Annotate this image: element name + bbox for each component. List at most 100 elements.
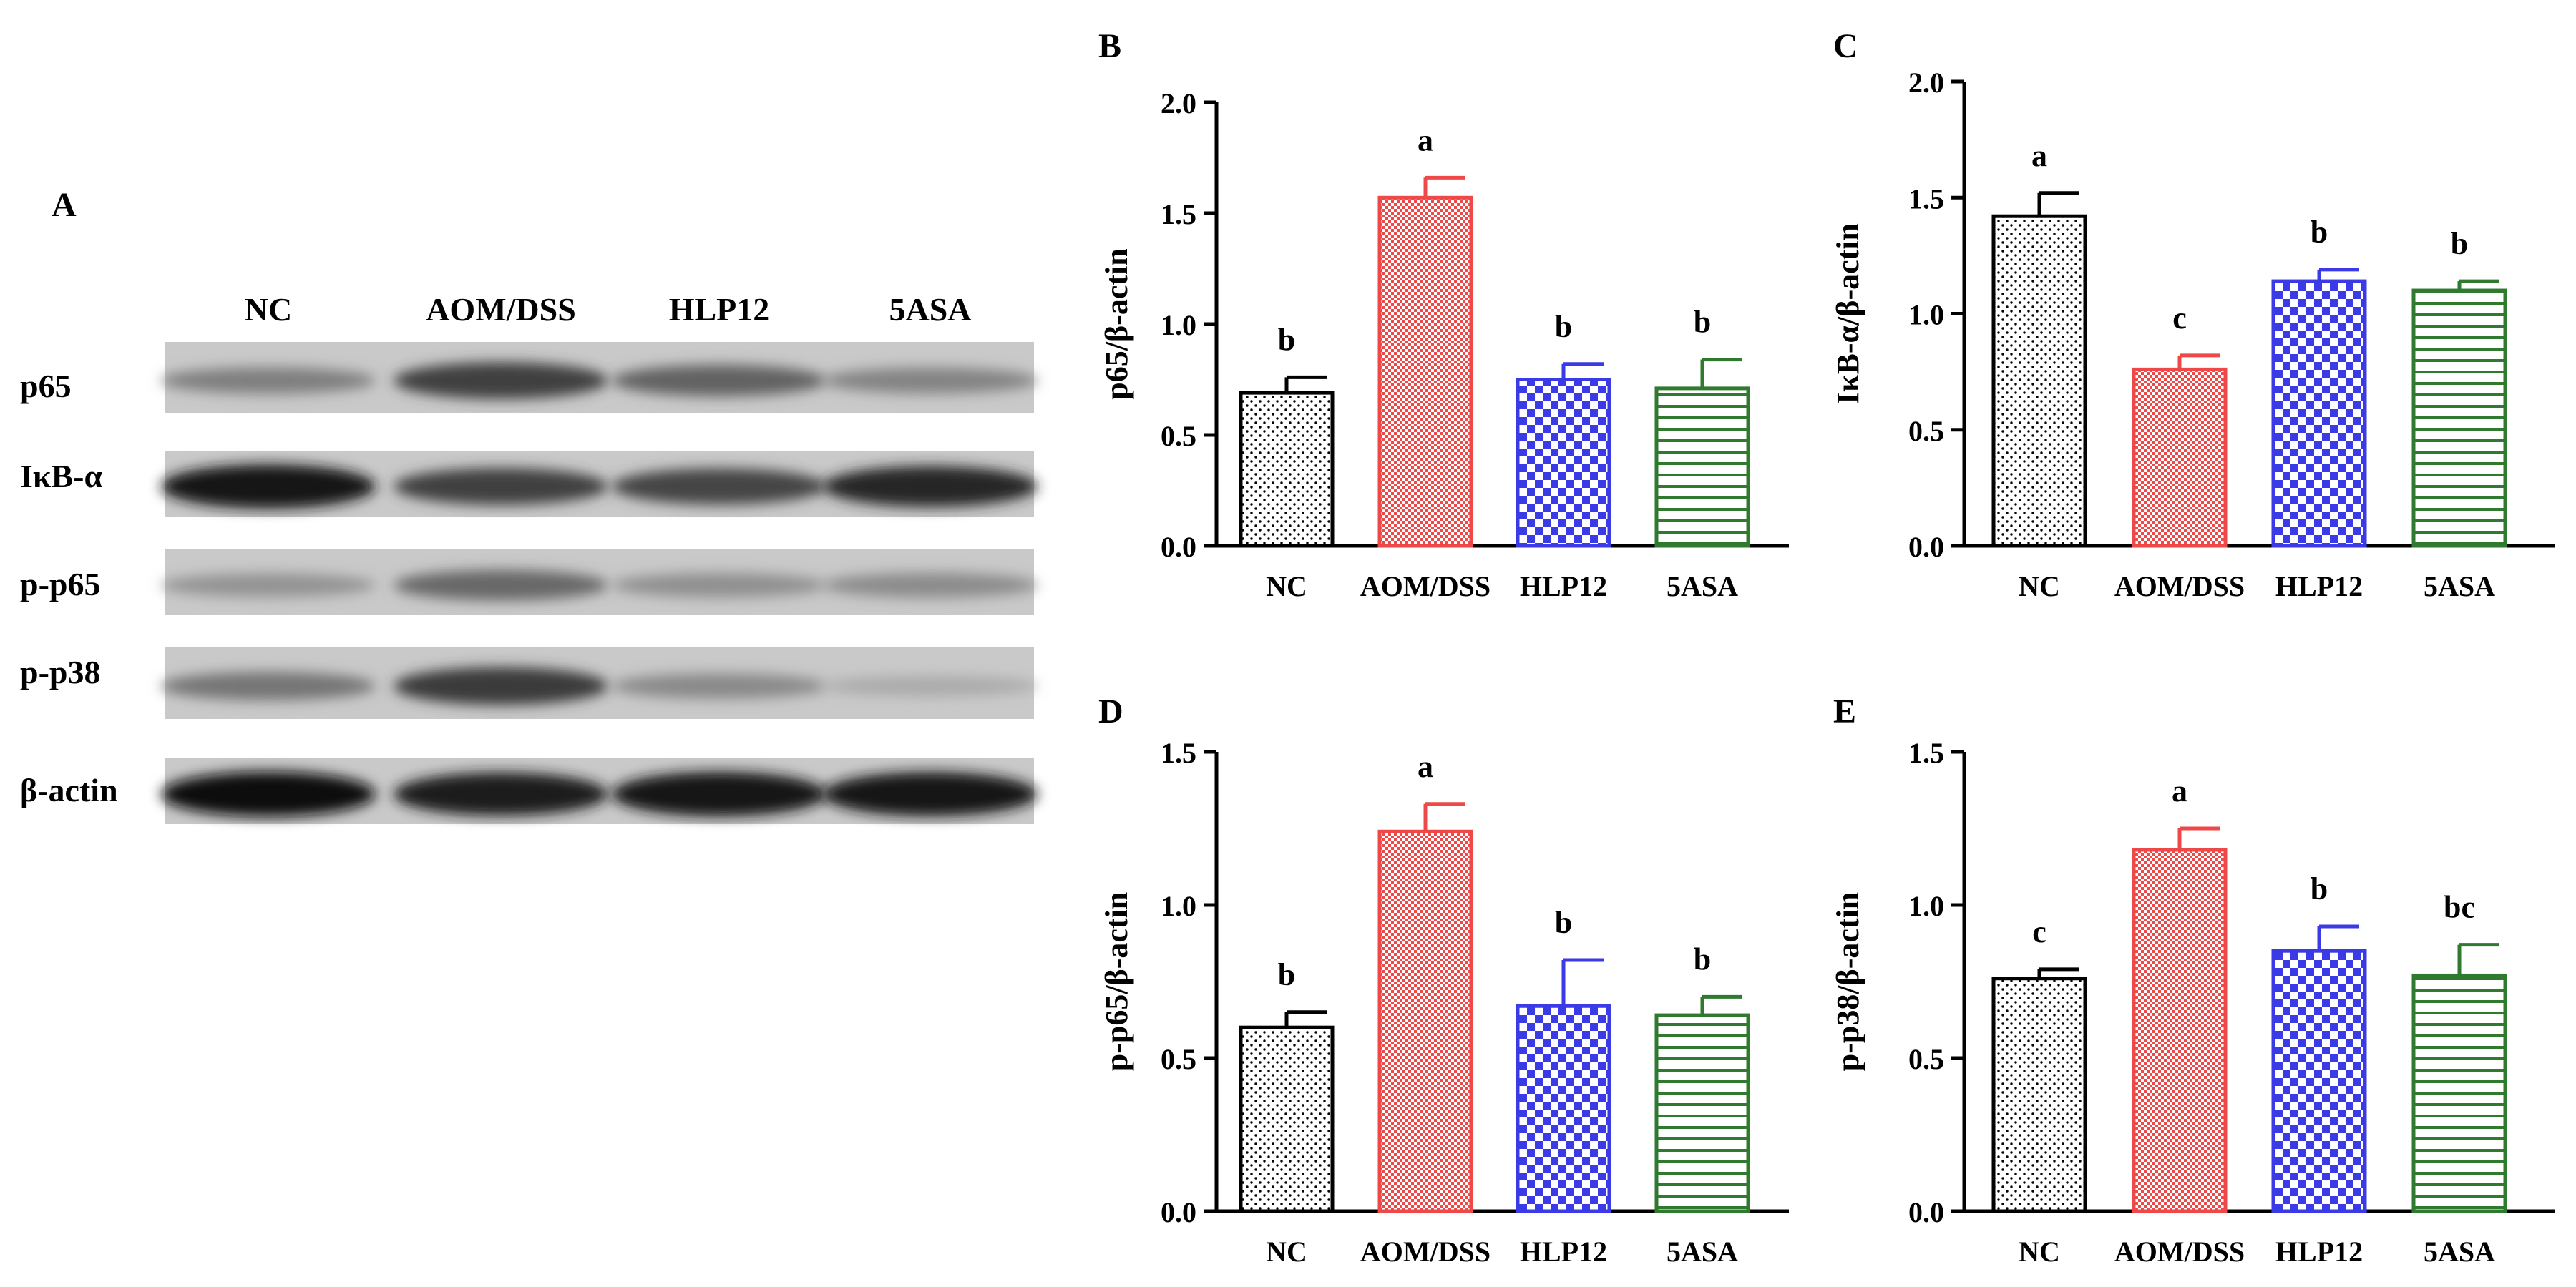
- y-tick-label: 1.0: [1908, 299, 1944, 331]
- blot-row-label-5: β-actin: [20, 772, 118, 808]
- blot-band: [823, 772, 1038, 816]
- x-tick-label-aom-dss: AOM/DSS: [2114, 1235, 2245, 1268]
- significance-letter-5asa: b: [1694, 941, 1711, 977]
- chart-panel-b: B 0.0 0.5 1.0 1.5 2.0 p65/β-actin b NC a AOM/DSS b H…: [1098, 27, 1789, 602]
- bar-aom-dss: [2132, 367, 2228, 548]
- significance-letter-5asa: b: [1694, 305, 1711, 340]
- blot-row-label-2: IκB-α: [20, 458, 102, 494]
- blot-strip-1: [161, 342, 1038, 413]
- significance-letter-nc: b: [1278, 957, 1295, 992]
- x-tick-label-nc: NC: [2019, 1235, 2060, 1268]
- bar-group-hlp12: b: [1516, 905, 1611, 1213]
- bar-nc: [1239, 1025, 1335, 1213]
- blot-band: [394, 667, 608, 705]
- y-tick-label: 1.0: [1161, 890, 1196, 922]
- bar-group-aom-dss: a: [1377, 749, 1473, 1213]
- bar-nc: [1991, 214, 2087, 548]
- y-axis-label: p65/β-actin: [1099, 248, 1134, 399]
- y-axis-label: p-p65/β-actin: [1099, 892, 1134, 1072]
- x-tick-label-hlp12: HLP12: [2275, 570, 2363, 602]
- bar-group-aom-dss: a: [1377, 122, 1473, 548]
- bar-aom-dss: [1377, 195, 1473, 548]
- chart-panel-c: C 0.0 0.5 1.0 1.5 2.0 IκB-α/β-actin a NC c AOM/DSS…: [1830, 27, 2555, 602]
- bar-group-5asa: b: [1654, 305, 1750, 548]
- y-axis-label: IκB-α/β-actin: [1830, 223, 1865, 404]
- x-tick-label-nc: NC: [1266, 570, 1307, 602]
- bar-aom-dss: [2132, 848, 2228, 1213]
- y-tick-label: 0.5: [1161, 1043, 1196, 1075]
- y-tick-label: 0.0: [1161, 1196, 1196, 1228]
- blot-band: [161, 464, 376, 509]
- blot-row-label-3: p-p65: [20, 566, 100, 602]
- y-tick-label: 1.0: [1908, 890, 1944, 922]
- significance-letter-aom-dss: a: [2172, 773, 2187, 808]
- significance-letter-aom-dss: a: [1418, 749, 1433, 784]
- x-tick-label-5asa: 5ASA: [1667, 1235, 1738, 1268]
- blot-strip-2: [161, 451, 1038, 517]
- bar-group-5asa: b: [2411, 226, 2507, 548]
- bar-aom-dss: [1377, 829, 1473, 1213]
- significance-letter-aom-dss: a: [1418, 122, 1433, 157]
- bar-hlp12: [2271, 279, 2367, 548]
- y-tick-label: 0.5: [1908, 1043, 1944, 1075]
- panel-letter: B: [1098, 27, 1121, 65]
- x-tick-label-hlp12: HLP12: [2275, 1235, 2363, 1268]
- lane-label-hlp12: HLP12: [669, 291, 770, 328]
- significance-letter-5asa: b: [2451, 226, 2468, 261]
- bar-nc: [1991, 977, 2087, 1213]
- y-tick-label: 1.5: [1161, 737, 1196, 769]
- significance-letter-hlp12: b: [1555, 309, 1572, 344]
- blot-band: [612, 468, 826, 505]
- y-tick-label: 1.5: [1161, 198, 1196, 230]
- blot-band: [823, 466, 1038, 507]
- panel-letter: D: [1098, 693, 1123, 730]
- bar-5asa: [2411, 973, 2507, 1213]
- bar-group-hlp12: b: [2271, 215, 2367, 548]
- panel-a-letter: A: [52, 186, 77, 224]
- x-tick-label-hlp12: HLP12: [1520, 570, 1607, 602]
- blot-band: [161, 672, 376, 700]
- bar-hlp12: [1516, 1004, 1611, 1213]
- blot-band: [161, 367, 376, 394]
- significance-letter-aom-dss: c: [2172, 300, 2187, 336]
- blot-band: [161, 771, 376, 817]
- significance-letter-hlp12: b: [2311, 871, 2328, 906]
- bar-group-5asa: bc: [2411, 890, 2507, 1213]
- significance-letter-hlp12: b: [2311, 215, 2328, 250]
- blot-strip-3: [161, 549, 1038, 615]
- y-tick-label: 2.0: [1908, 67, 1944, 99]
- bar-group-aom-dss: a: [2132, 773, 2228, 1213]
- significance-letter-nc: c: [2032, 914, 2046, 949]
- blot-band: [612, 364, 826, 397]
- blot-band: [823, 676, 1038, 696]
- blot-band: [612, 771, 826, 817]
- lane-label-5asa: 5ASA: [889, 291, 971, 328]
- bar-group-nc: b: [1239, 957, 1335, 1213]
- x-tick-label-nc: NC: [1266, 1235, 1307, 1268]
- x-tick-label-nc: NC: [2019, 570, 2060, 602]
- bar-group-nc: b: [1239, 322, 1335, 548]
- blot-band: [394, 362, 608, 399]
- panel-letter: E: [1833, 693, 1856, 730]
- blot-band: [161, 573, 376, 597]
- y-axis-label: p-p38/β-actin: [1830, 892, 1865, 1072]
- x-tick-label-aom-dss: AOM/DSS: [1360, 1235, 1491, 1268]
- bar-5asa: [2411, 288, 2507, 548]
- blot-band: [612, 572, 826, 598]
- significance-letter-5asa: bc: [2444, 890, 2475, 925]
- blot-band: [394, 772, 608, 816]
- blot-band: [612, 673, 826, 699]
- bar-hlp12: [1516, 378, 1611, 548]
- bar-group-hlp12: b: [2271, 871, 2367, 1213]
- lane-label-aom-dss: AOM/DSS: [426, 291, 576, 328]
- bar-group-nc: c: [1991, 914, 2087, 1213]
- x-tick-label-5asa: 5ASA: [2424, 1235, 2495, 1268]
- y-tick-label: 2.0: [1161, 87, 1196, 119]
- y-tick-label: 1.5: [1908, 182, 1944, 215]
- x-tick-label-5asa: 5ASA: [2424, 570, 2495, 602]
- bar-group-aom-dss: c: [2132, 300, 2228, 548]
- y-tick-label: 1.5: [1908, 737, 1944, 769]
- blot-row-label-4: p-p38: [20, 654, 100, 690]
